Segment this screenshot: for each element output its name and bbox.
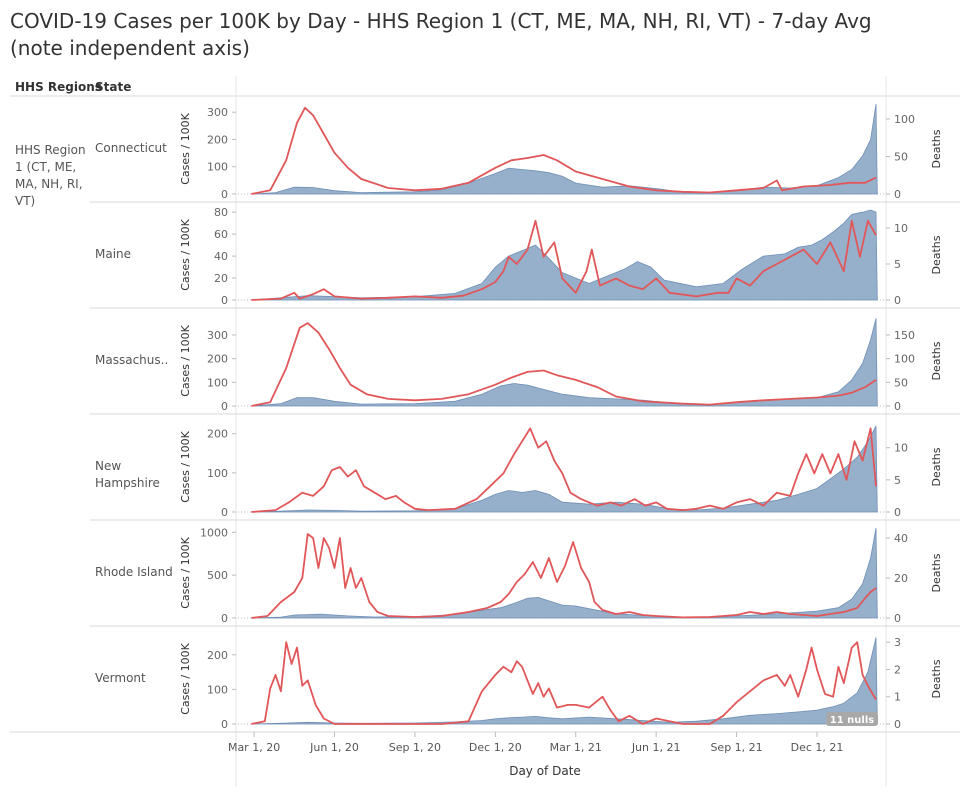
y-tick-label: 60 bbox=[214, 228, 228, 241]
x-tick-label: Mar 1, 20 bbox=[228, 741, 280, 754]
y-tick-label: 0 bbox=[221, 294, 228, 307]
y-tick-label: 100 bbox=[207, 467, 228, 480]
cases-area bbox=[251, 637, 878, 725]
y2-tick-label: 150 bbox=[894, 329, 915, 342]
y-tick-label: 80 bbox=[214, 206, 228, 219]
y-tick-label: 1000 bbox=[200, 526, 228, 539]
y2-axis-title: Deaths bbox=[930, 447, 943, 486]
x-tick-label: Jun 1, 20 bbox=[309, 741, 359, 754]
state-label-vermont: Vermont bbox=[95, 671, 146, 685]
deaths-line bbox=[251, 106, 877, 195]
y-axis-title: Cases / 100K bbox=[179, 218, 192, 290]
deaths-line bbox=[251, 641, 877, 725]
y-tick-label: 200 bbox=[207, 133, 228, 146]
state-label-massachusetts: Massachus.. bbox=[95, 353, 169, 367]
y2-tick-label: 20 bbox=[894, 572, 908, 585]
x-axis-title: Day of Date bbox=[509, 764, 581, 778]
y2-axis-title: Deaths bbox=[930, 659, 943, 698]
nulls-badge: 11 nulls bbox=[826, 712, 878, 726]
deaths-line bbox=[251, 219, 877, 301]
cases-area bbox=[251, 318, 878, 407]
y2-axis-title: Deaths bbox=[930, 129, 943, 168]
y2-axis-title: Deaths bbox=[930, 341, 943, 380]
y-tick-label: 0 bbox=[221, 718, 228, 731]
nulls-badge-bg bbox=[826, 712, 878, 726]
y2-tick-label: 50 bbox=[894, 376, 908, 389]
chart-title-line-1: COVID-19 Cases per 100K by Day - HHS Reg… bbox=[10, 9, 872, 33]
y2-tick-label: 10 bbox=[894, 222, 908, 235]
state-label-new-hampshire: New Hampshire bbox=[95, 459, 160, 490]
y2-tick-label: 2 bbox=[894, 663, 901, 676]
y-axis-title: Cases / 100K bbox=[179, 536, 192, 608]
y-tick-label: 300 bbox=[207, 106, 228, 119]
state-label-rhode-island: Rhode Island bbox=[95, 565, 173, 579]
panel-maine: 0 20 40 60 80 0 5 10 Cases / 100K Deaths bbox=[90, 206, 960, 309]
cases-area bbox=[251, 209, 878, 301]
y2-tick-label: 0 bbox=[894, 400, 901, 413]
y2-tick-label: 0 bbox=[894, 188, 901, 201]
y2-tick-label: 1 bbox=[894, 691, 901, 704]
y-tick-label: 40 bbox=[214, 250, 228, 263]
y-axis-title: Cases / 100K bbox=[179, 324, 192, 396]
x-tick-label: Dec 1, 20 bbox=[469, 741, 522, 754]
x-tick-label: Mar 1, 21 bbox=[550, 741, 602, 754]
x-tick-label: Sep 1, 21 bbox=[710, 741, 762, 754]
y2-tick-label: 5 bbox=[894, 474, 901, 487]
y-tick-label: 500 bbox=[207, 569, 228, 582]
panel-rhode-island: 0 500 1000 0 20 40 Cases / 100K Deaths bbox=[90, 526, 960, 627]
y2-tick-label: 40 bbox=[894, 532, 908, 545]
nulls-badge-label: 11 nulls bbox=[830, 715, 874, 726]
deaths-line bbox=[251, 533, 877, 619]
y2-tick-label: 100 bbox=[894, 113, 915, 126]
y2-tick-label: 0 bbox=[894, 718, 901, 731]
chart-title: COVID-19 Cases per 100K by Day - HHS Reg… bbox=[10, 8, 950, 62]
y2-tick-label: 10 bbox=[894, 442, 908, 455]
cases-area bbox=[251, 425, 878, 513]
deaths-line bbox=[251, 427, 877, 513]
y2-tick-label: 5 bbox=[894, 258, 901, 271]
y2-tick-label: 50 bbox=[894, 151, 908, 164]
y2-tick-label: 0 bbox=[894, 294, 901, 307]
panel-connecticut: 0 100 200 300 0 50 100 Cases / 100K Deaths bbox=[90, 103, 960, 203]
y-tick-label: 200 bbox=[207, 428, 228, 441]
y-tick-label: 200 bbox=[207, 353, 228, 366]
state-label-maine: Maine bbox=[95, 247, 132, 261]
y-tick-label: 100 bbox=[207, 376, 228, 389]
y-axis-title: Cases / 100K bbox=[179, 112, 192, 184]
header-state[interactable]: State bbox=[95, 80, 132, 94]
header-hhs-regions[interactable]: HHS Regions bbox=[15, 80, 102, 94]
y-tick-label: 0 bbox=[221, 506, 228, 519]
y2-tick-label: 3 bbox=[894, 636, 901, 649]
y-tick-label: 200 bbox=[207, 649, 228, 662]
panel-massachus-: 0 100 200 300 0 50 100 150 Cases / 100K Deaths bbox=[90, 318, 960, 415]
y-tick-label: 300 bbox=[207, 329, 228, 342]
y2-axis-title: Deaths bbox=[930, 553, 943, 592]
y-tick-label: 0 bbox=[221, 188, 228, 201]
y-tick-label: 100 bbox=[207, 161, 228, 174]
state-label-connecticut: Connecticut bbox=[95, 141, 167, 155]
y-axis-title: Cases / 100K bbox=[179, 642, 192, 714]
cases-area bbox=[251, 527, 878, 619]
x-tick-label: Dec 1, 21 bbox=[791, 741, 844, 754]
y-tick-label: 0 bbox=[221, 612, 228, 625]
region-label: HHS Region 1 (CT, ME, MA, NH, RI, VT) bbox=[15, 143, 86, 208]
chart-title-line-2: (note independent axis) bbox=[10, 36, 250, 60]
y-axis-title: Cases / 100K bbox=[179, 430, 192, 502]
panel-new-hampshire: 0 100 200 0 5 10 Cases / 100K Deaths bbox=[90, 425, 960, 521]
y-tick-label: 100 bbox=[207, 683, 228, 696]
deaths-line bbox=[251, 322, 877, 407]
y2-axis-title: Deaths bbox=[930, 235, 943, 274]
cases-area bbox=[251, 103, 878, 195]
y2-tick-label: 0 bbox=[894, 612, 901, 625]
y-tick-label: 0 bbox=[221, 400, 228, 413]
x-tick-label: Sep 1, 20 bbox=[389, 741, 441, 754]
y2-tick-label: 100 bbox=[894, 353, 915, 366]
y2-tick-label: 0 bbox=[894, 506, 901, 519]
x-tick-label: Jun 1, 21 bbox=[631, 741, 681, 754]
y-tick-label: 20 bbox=[214, 272, 228, 285]
panel-vermont: 0 100 200 0 1 2 3 Cases / 100K Deaths bbox=[90, 636, 960, 733]
